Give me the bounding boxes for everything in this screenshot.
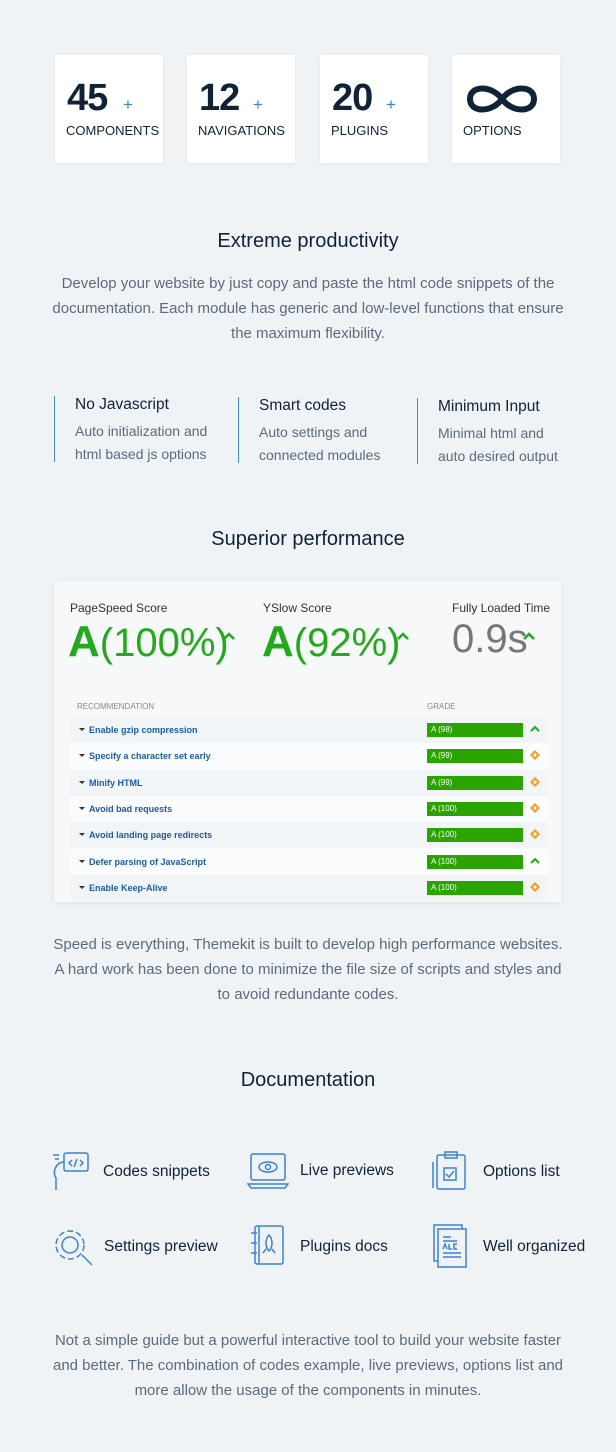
table-header: RECOMMENDATION xyxy=(77,702,155,711)
table-row: Avoid bad requests A (100) xyxy=(70,795,547,822)
grade: A (100) xyxy=(427,854,523,869)
grade-icon xyxy=(530,881,540,894)
recommendation: Enable Keep-Alive xyxy=(79,882,168,893)
doc-icon xyxy=(247,1153,289,1189)
doc-item: Plugins docs xyxy=(300,1238,388,1255)
feature: Minimum Input Minimal html and auto desi… xyxy=(417,398,568,464)
stat-card: 20 + PLUGINS xyxy=(320,55,428,163)
score: A(100%) xyxy=(68,617,229,667)
table-header: GRADE xyxy=(427,702,456,711)
up-icon xyxy=(523,632,535,640)
stat-label: COMPONENTS xyxy=(66,123,160,138)
recommendation: Enable gzip compression xyxy=(79,725,198,735)
score-label: YSlow Score xyxy=(263,601,332,615)
table-row: Enable Keep-Alive A (100) xyxy=(70,874,547,901)
warning-icon xyxy=(530,829,540,840)
score-value: (100%) xyxy=(99,621,229,665)
infinity-icon xyxy=(466,85,538,113)
grade: A (98) xyxy=(427,723,523,737)
feature-title: Minimum Input xyxy=(438,398,540,415)
stat-number: 45 xyxy=(67,77,108,119)
section-text: Speed is everything, Themekit is built t… xyxy=(53,936,563,1003)
table-row: Defer parsing of JavaScript A (100) xyxy=(70,848,547,875)
grade: A (99) xyxy=(427,749,523,764)
feature: Smart codes Auto settings and connected … xyxy=(238,397,389,463)
grade-icon xyxy=(530,724,540,736)
grade-icon xyxy=(530,802,540,815)
grade: A (100) xyxy=(427,828,523,843)
score-label: Fully Loaded Time xyxy=(452,601,551,615)
warning-icon xyxy=(530,750,540,761)
section-title: Documentation xyxy=(240,1069,376,1091)
stat-label: OPTIONS xyxy=(463,123,522,138)
grade-icon xyxy=(530,776,540,789)
feature-title: Smart codes xyxy=(259,397,347,414)
feature-text: Minimal html and auto desired output xyxy=(438,425,558,464)
feature-text: Auto settings and connected modules xyxy=(259,424,381,463)
doc-item: Settings preview xyxy=(104,1238,218,1255)
section-title: Extreme productivity xyxy=(217,230,399,252)
doc-item: Codes snippets xyxy=(103,1163,210,1180)
section-text: Not a simple guide but a powerful intera… xyxy=(52,1332,563,1399)
grade-icon xyxy=(530,856,540,868)
up-icon xyxy=(223,632,235,640)
stat-plus: + xyxy=(123,95,133,114)
score-value: (92%) xyxy=(293,621,401,665)
up-icon xyxy=(530,857,540,864)
stat-label: PLUGINS xyxy=(331,123,389,138)
grade: A (100) xyxy=(427,880,523,895)
stat-number: 20 xyxy=(332,77,373,119)
doc-item: Live previews xyxy=(300,1162,394,1179)
up-icon xyxy=(530,725,540,732)
score-grade: A xyxy=(262,617,294,666)
section-title: Superior performance xyxy=(211,528,405,550)
doc-icon xyxy=(251,1225,284,1265)
stat-card: 12 + NAVIGATIONS xyxy=(187,55,295,163)
table-row: Specify a character set early A (99) xyxy=(70,743,547,770)
recommendation: Specify a character set early xyxy=(79,751,211,762)
stat-number: 12 xyxy=(199,77,240,119)
feature: No Javascript Auto initialization and ht… xyxy=(54,396,220,462)
grade-icon xyxy=(530,829,540,841)
doc-item: Well organized xyxy=(483,1238,586,1255)
score-grade: A xyxy=(68,617,100,666)
warning-icon xyxy=(530,802,540,813)
warning-icon xyxy=(530,881,540,892)
doc-item: Options list xyxy=(483,1163,560,1180)
stat-label: NAVIGATIONS xyxy=(198,123,285,138)
stat-card: OPTIONS xyxy=(452,55,560,163)
grade-icon xyxy=(530,750,540,762)
recommendation: Avoid bad requests xyxy=(78,803,173,814)
grade: A (99) xyxy=(427,775,523,790)
table-row: Enable gzip compression A (98) xyxy=(70,717,547,743)
warning-icon xyxy=(530,776,540,787)
performance-panel: PageSpeed Score A(100%) YSlow Score A(92… xyxy=(54,581,561,902)
doc-icon xyxy=(433,1224,467,1268)
table-row: Minify HTML A (99) xyxy=(70,769,547,796)
stat-card: 45 + COMPONENTS xyxy=(55,55,163,163)
feature-title: No Javascript xyxy=(75,396,169,413)
stat-plus: + xyxy=(253,95,263,114)
recommendation: Defer parsing of JavaScript xyxy=(78,856,207,867)
recommendation: Minify HTML xyxy=(79,777,143,788)
score: A(92%) xyxy=(262,617,400,667)
score-value: 0.9s xyxy=(452,617,528,661)
doc-icon xyxy=(55,1230,93,1266)
table-row: Avoid landing page redirects A (100) xyxy=(70,822,547,849)
stat-plus: + xyxy=(386,95,396,114)
grade: A (100) xyxy=(427,801,523,816)
section-text: Develop your website by just copy and pa… xyxy=(52,275,564,342)
score-label: PageSpeed Score xyxy=(70,601,168,615)
up-icon xyxy=(397,632,409,640)
doc-icon xyxy=(432,1151,466,1190)
recommendation: Avoid landing page redirects xyxy=(78,830,213,841)
feature-text: Auto initialization and html based js op… xyxy=(75,423,208,462)
doc-icon xyxy=(53,1152,89,1190)
